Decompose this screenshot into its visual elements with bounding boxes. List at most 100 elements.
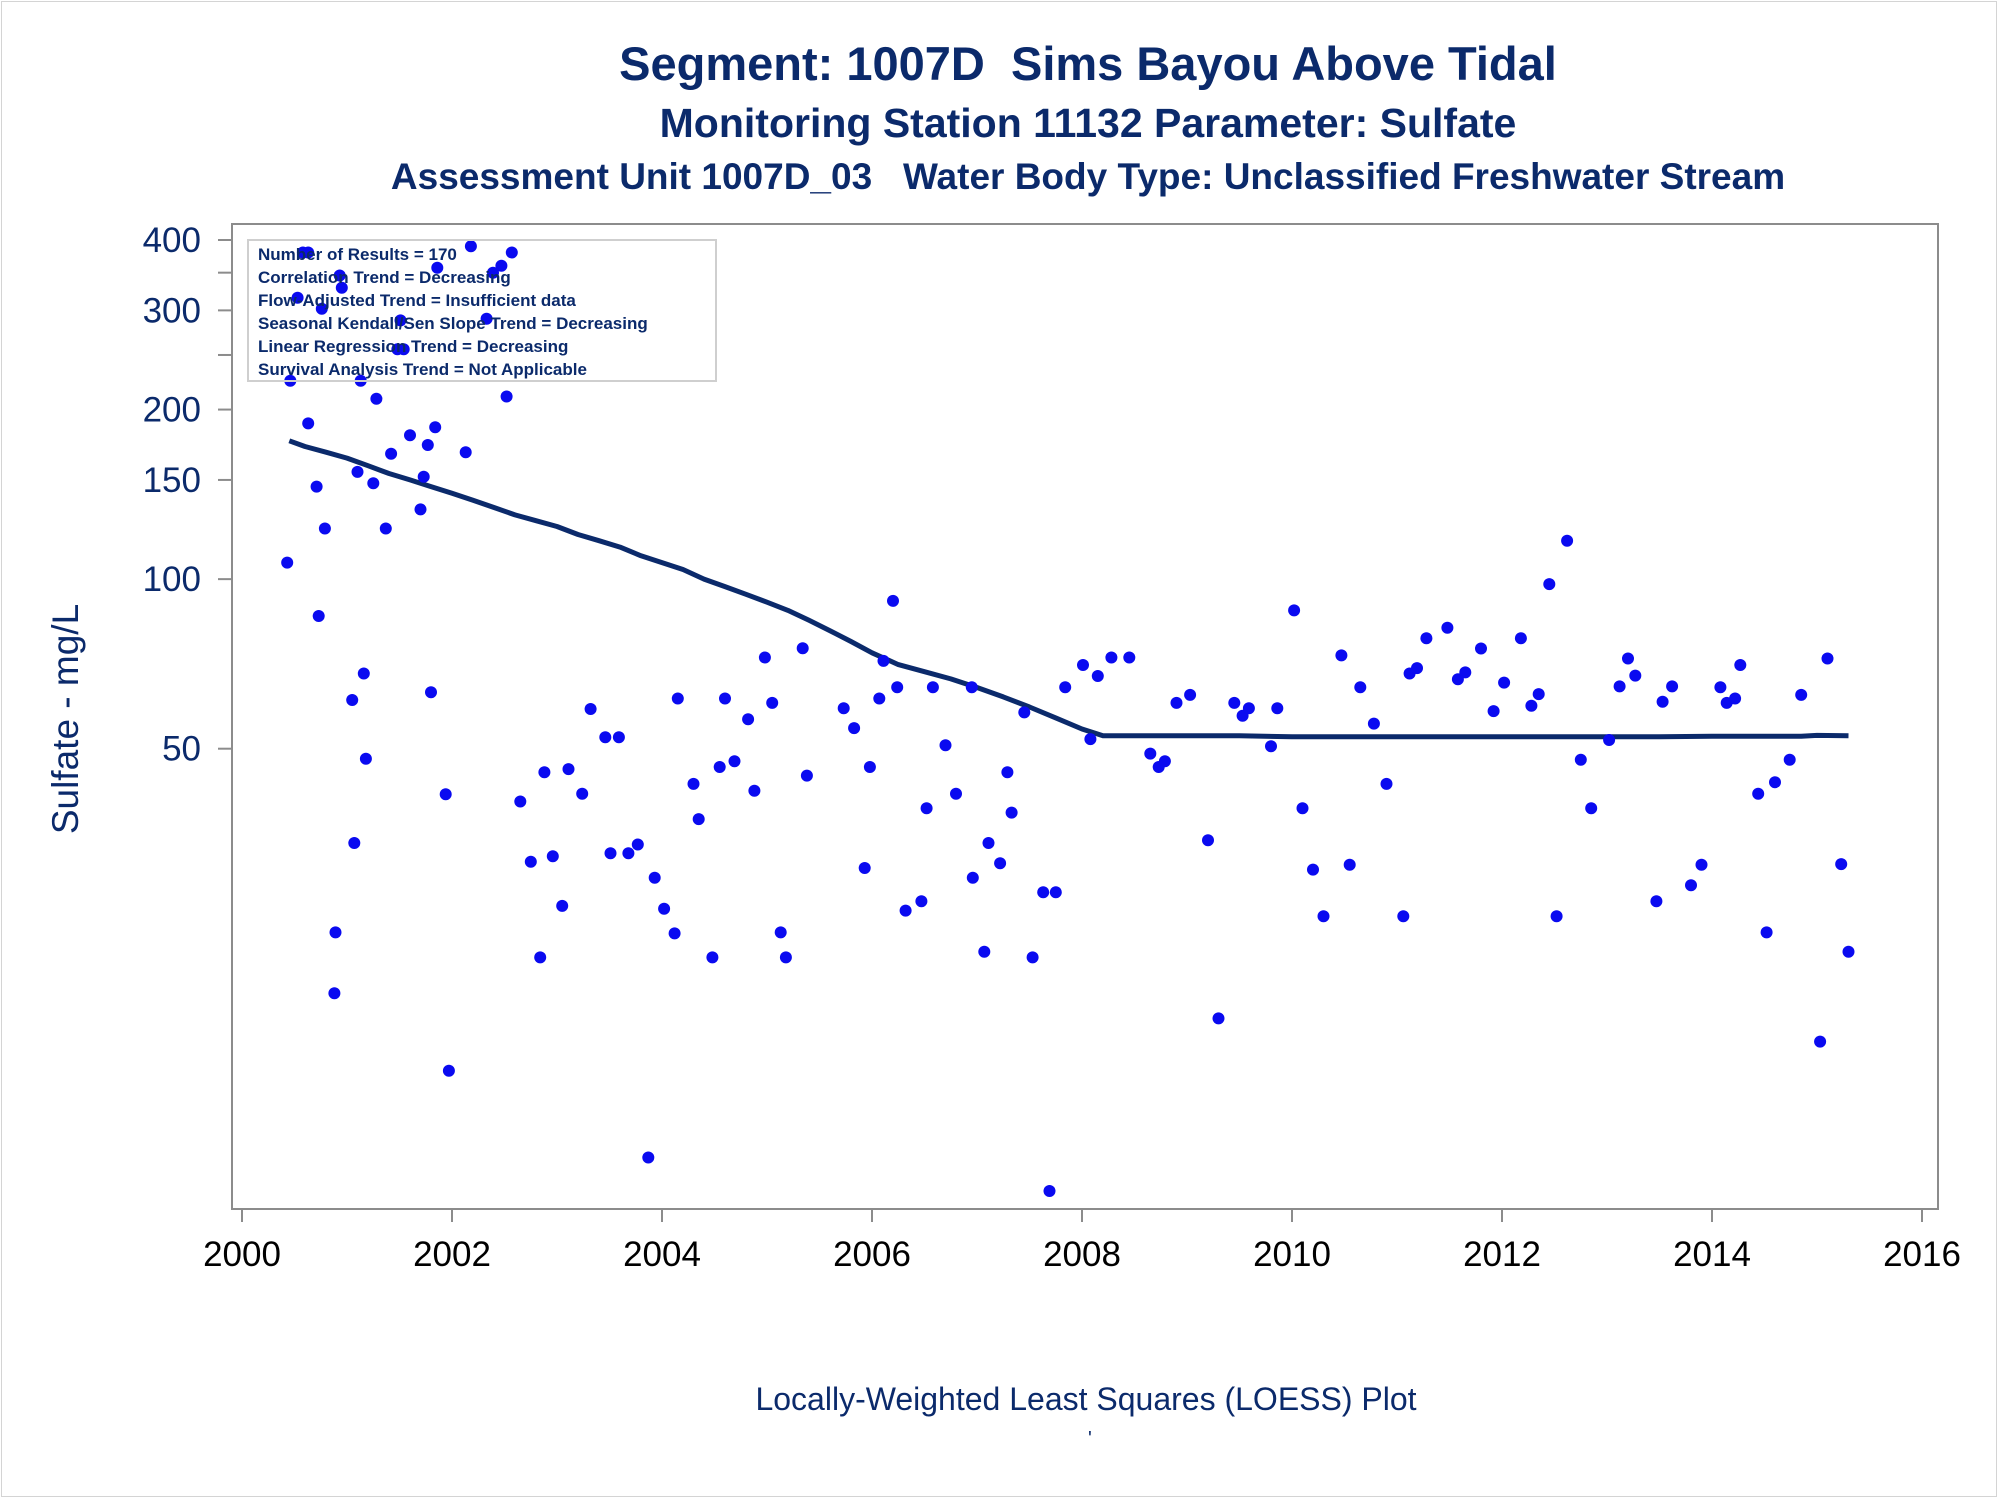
data-point [404, 429, 416, 442]
data-point [397, 343, 410, 356]
data-point [1543, 578, 1556, 591]
stats-box: Number of Results = 170 Correlation Trend… [247, 239, 717, 382]
stats-line-3: Seasonal Kendall/Sen Slope Trend = Decre… [258, 314, 648, 333]
data-point [425, 686, 437, 699]
data-point [464, 240, 477, 253]
y-tick-label-400: 400 [143, 221, 201, 260]
y-tick-label-200: 200 [143, 391, 201, 430]
data-point [1397, 910, 1410, 923]
data-point [1734, 659, 1747, 671]
data-point [1037, 886, 1050, 899]
data-point [329, 926, 342, 939]
data-point [742, 713, 755, 726]
data-point [335, 281, 348, 294]
data-point [1441, 621, 1454, 634]
data-point [1629, 669, 1642, 682]
data-point [1459, 666, 1472, 679]
data-point [1656, 695, 1669, 708]
chart-subtitle-station: Monitoring Station 11132 Parameter: Sulf… [659, 100, 1517, 146]
data-point [556, 899, 569, 912]
data-point [1622, 652, 1634, 665]
y-tick-label-300: 300 [143, 291, 201, 330]
data-point [1685, 879, 1697, 892]
data-point [584, 703, 597, 715]
data-point [966, 871, 979, 884]
data-point [346, 694, 359, 706]
data-point [1271, 702, 1284, 715]
data-point [604, 847, 617, 860]
data-point [367, 477, 380, 490]
data-point [281, 556, 294, 569]
data-point [766, 696, 779, 709]
data-point [642, 1151, 655, 1164]
data-point [442, 1064, 455, 1077]
data-point [310, 480, 323, 493]
data-point [612, 731, 625, 744]
data-point [1729, 692, 1742, 705]
footnote: Locally-Weighted Least Squares (LOESS) P… [755, 1381, 1417, 1417]
data-point [431, 261, 444, 274]
data-point [1613, 680, 1626, 693]
data-point [837, 702, 850, 715]
data-point [800, 769, 813, 782]
data-point [1783, 753, 1796, 766]
data-point [774, 926, 787, 939]
data-point [1242, 702, 1255, 715]
data-point [359, 752, 372, 765]
data-point [576, 787, 589, 800]
data-point [302, 417, 315, 430]
x-tick-label-2010: 2010 [1253, 1235, 1331, 1274]
data-point [1380, 777, 1393, 790]
data-points-layer [281, 240, 1855, 1197]
data-point [495, 259, 508, 272]
data-point [1411, 662, 1423, 675]
data-point [291, 291, 304, 304]
data-point [439, 788, 452, 801]
data-point [1005, 806, 1018, 819]
data-point [1317, 910, 1330, 923]
data-point [1487, 705, 1500, 718]
data-point [1514, 632, 1527, 645]
data-point [514, 795, 527, 808]
loess-trend-line [288, 438, 1849, 740]
y-tick-label-100: 100 [143, 560, 201, 599]
data-point [417, 470, 430, 483]
data-point [1752, 787, 1765, 800]
data-point [848, 722, 861, 735]
data-point [631, 838, 644, 851]
data-point [719, 692, 731, 705]
data-point [1265, 740, 1277, 753]
data-point [315, 302, 328, 315]
data-point [1144, 747, 1157, 760]
data-point [668, 927, 681, 940]
data-point [1821, 652, 1834, 665]
data-point [1367, 717, 1380, 730]
data-point [414, 503, 427, 516]
data-point [1105, 651, 1118, 664]
data-point [1561, 534, 1574, 547]
data-point [1714, 681, 1727, 694]
x-tick-label-2002: 2002 [413, 1235, 491, 1274]
data-point [1296, 802, 1309, 815]
data-point [658, 902, 671, 915]
data-point [877, 654, 890, 667]
chart-title: Segment: 1007D Sims Bayou Above Tidal [619, 37, 1557, 90]
data-point [1018, 706, 1031, 719]
data-point [1026, 951, 1039, 964]
loess-layer [288, 438, 1849, 740]
data-point [302, 246, 315, 259]
y-tick-label-50: 50 [162, 730, 201, 769]
data-point [648, 871, 661, 884]
data-point [1228, 696, 1241, 709]
stats-line-4: Linear Regression Trend = Decreasing [258, 337, 568, 356]
data-point [706, 951, 719, 964]
x-tick-label-2000: 2000 [203, 1235, 281, 1274]
data-point [394, 314, 407, 327]
data-point [758, 651, 771, 664]
data-point [487, 266, 499, 279]
data-point [1049, 886, 1062, 899]
data-point [546, 850, 559, 863]
data-point [500, 390, 513, 403]
plot-area-frame [231, 223, 1939, 1210]
data-point [1842, 945, 1855, 958]
